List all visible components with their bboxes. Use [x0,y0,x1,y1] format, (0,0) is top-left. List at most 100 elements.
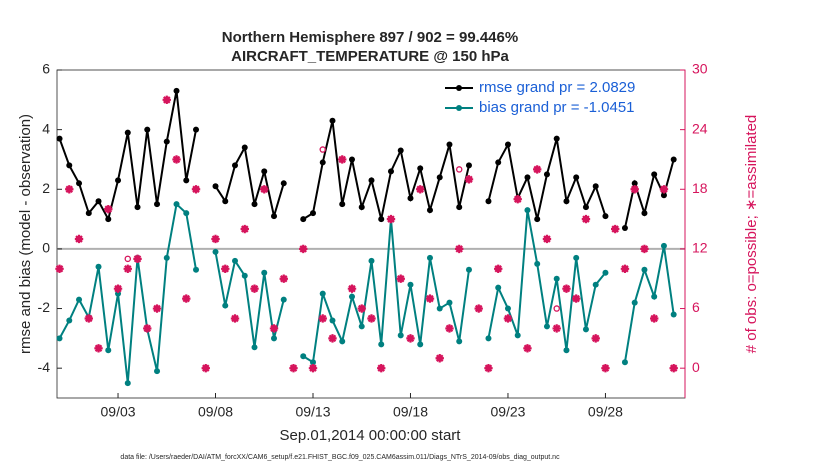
footnote: data file: /Users/raeder/DAI/ATM_forcXX/… [120,454,560,461]
assimilated-obs [649,314,659,323]
assimilated-obs [191,185,201,194]
y-tick-label: 0 [42,240,50,256]
series-marker [212,248,219,255]
series-marker [271,335,278,342]
series-marker [115,177,122,184]
series-marker [300,216,307,223]
assimilated-obs [211,234,220,244]
chart-subtitle: AIRCRAFT_TEMPERATURE @ 150 hPa [231,48,509,65]
assimilated-obs [435,354,444,363]
series-marker [456,338,463,345]
assimilated-obs [425,294,435,303]
assimilated-obs [523,344,532,353]
series-marker [251,344,258,351]
x-tick-label: 09/18 [393,404,428,420]
series-marker [446,299,453,306]
series-marker [339,201,346,208]
assimilated-obs [357,304,366,313]
assimilated-obs [659,185,669,194]
series-marker [378,341,385,348]
series-marker [368,257,375,264]
y-axis-label: rmse and bias (model - observation) [17,114,34,354]
series-marker [456,204,463,211]
series-marker [436,174,443,181]
series-marker [524,207,531,214]
series-marker [465,266,472,273]
series-marker [154,201,161,208]
series-marker [417,341,424,348]
assimilated-obs [562,284,571,293]
assimilated-obs [542,234,552,244]
assimilated-obs [533,165,542,174]
series-marker [621,225,628,232]
possible-obs [455,166,463,173]
series-marker [407,281,414,288]
y2-tick-label: 0 [692,359,700,375]
y-tick-label: -2 [38,299,51,315]
y2-tick-label: 30 [692,61,708,77]
y2-tick-label: 6 [692,299,700,315]
series-marker [124,380,131,387]
series-marker [602,269,609,276]
series-marker [592,281,599,288]
series-marker [173,201,180,208]
series-marker [271,213,278,220]
series-marker [212,183,219,190]
y2-tick-label: 18 [692,180,708,196]
series-marker [446,141,453,148]
assimilated-obs [630,185,639,194]
series-marker [193,126,200,133]
assimilated-obs [406,334,415,343]
assimilated-obs [221,264,230,273]
assimilated-obs [55,264,64,273]
series-marker [124,129,131,136]
assimilated-obs [503,314,513,323]
series-marker [543,323,550,330]
series-marker [602,213,609,220]
legend-marker [456,105,462,111]
series-marker [232,162,239,169]
assimilated-obs [620,264,630,273]
assimilated-obs [279,274,288,283]
series-marker [426,254,433,261]
possible-obs [553,305,560,312]
series-marker [76,296,83,303]
assimilated-obs [113,284,123,293]
series-marker [56,335,63,342]
series-marker [95,198,102,205]
series-marker [85,210,92,217]
series-marker [319,290,326,297]
assimilated-obs [396,274,405,283]
assimilated-obs [640,244,649,254]
assimilated-obs [230,314,240,323]
series-marker [670,156,677,163]
assimilated-obs [260,185,269,194]
assimilated-obs [84,314,93,323]
series-marker [553,135,560,142]
series-marker [524,174,531,181]
series-marker [309,210,316,217]
series-marker [426,207,433,214]
series-marker [485,198,492,205]
series-marker [436,305,443,312]
series-marker [163,138,170,145]
series-marker [329,117,336,124]
series-marker [348,156,355,163]
assimilated-obs [601,363,610,373]
series-marker [407,195,414,202]
assimilated-obs [201,363,210,373]
assimilated-obs [464,175,474,184]
series-marker [348,293,355,300]
plot-area [56,69,686,399]
series-marker [368,177,375,184]
possible-obs [124,255,132,263]
series-marker [329,317,336,324]
x-tick-label: 09/03 [101,404,136,420]
series-marker [504,305,511,312]
series-marker [631,180,638,187]
series-marker [563,198,570,205]
legend-marker [456,85,462,91]
series-marker [251,201,258,208]
series-marker [573,174,580,181]
series-marker [280,296,287,303]
